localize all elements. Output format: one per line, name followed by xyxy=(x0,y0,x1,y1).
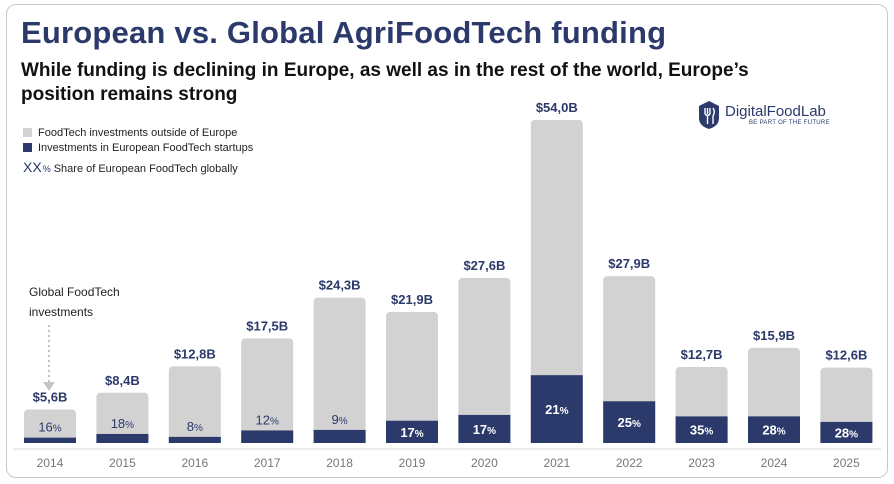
bar-outside-2017 xyxy=(241,338,294,443)
share-label-2017: 12% xyxy=(256,412,279,427)
x-tick-2017: 2017 xyxy=(254,456,281,470)
x-tick-2014: 2014 xyxy=(37,456,64,470)
x-tick-2021: 2021 xyxy=(543,456,570,470)
bar-outside-2014 xyxy=(24,409,76,443)
legend-item-share: XX % Share of European FoodTech globally xyxy=(23,159,253,175)
total-label-2022: $27,9B xyxy=(608,256,650,271)
x-tick-2015: 2015 xyxy=(109,456,136,470)
bar-europe-2024 xyxy=(748,416,800,443)
annotation-line-1: Global FoodTech xyxy=(29,285,120,299)
bar-europe-2014 xyxy=(24,437,76,443)
bar-europe-2022 xyxy=(603,401,656,443)
legend-share-xx: XX xyxy=(23,159,42,175)
legend-item-europe: Investments in European FoodTech startup… xyxy=(23,140,253,155)
share-label-2023: 35% xyxy=(690,423,713,438)
x-tick-2023: 2023 xyxy=(688,456,715,470)
share-label-2014: 16% xyxy=(38,420,61,435)
x-tick-2020: 2020 xyxy=(471,456,498,470)
chart-card: European vs. Global AgriFoodTech funding… xyxy=(6,4,888,478)
annotation-global: Global FoodTech investments xyxy=(29,282,120,322)
logo-tagline: BE PART OF THE FUTURE xyxy=(749,120,830,126)
bar-outside-2015 xyxy=(96,392,149,443)
share-label-2018: 9% xyxy=(332,412,348,427)
bar-outside-2019 xyxy=(386,312,438,443)
legend-label-europe: Investments in European FoodTech startup… xyxy=(38,141,254,154)
total-label-2016: $12,8B xyxy=(174,346,216,361)
share-label-2021: 21% xyxy=(545,402,568,417)
bar-outside-2018 xyxy=(313,297,366,443)
total-label-2018: $24,3B xyxy=(319,278,361,293)
fork-shield-icon xyxy=(699,101,719,129)
x-tick-2024: 2024 xyxy=(761,456,788,470)
page-title: European vs. Global AgriFoodTech funding xyxy=(21,15,667,50)
x-tick-2025: 2025 xyxy=(833,456,860,470)
share-label-2022: 25% xyxy=(618,415,641,430)
share-label-2024: 28% xyxy=(762,423,785,438)
bar-europe-2025 xyxy=(820,421,873,443)
logo-name: DigitalFoodLab xyxy=(725,103,826,120)
x-tick-2022: 2022 xyxy=(616,456,643,470)
bar-outside-2020 xyxy=(458,277,511,443)
x-tick-2019: 2019 xyxy=(399,456,426,470)
bar-chart: $5,6B 16% 2014 $8,4B 18% 2015 $12,8B 8% 2016 $17,… xyxy=(13,100,881,470)
bar-europe-2015 xyxy=(96,433,149,443)
total-label-2014: $5,6B xyxy=(33,390,68,405)
x-tick-2018: 2018 xyxy=(326,456,353,470)
total-label-2025: $12,6B xyxy=(825,348,867,363)
legend-label-outside: FoodTech investments outside of Europe xyxy=(38,126,238,139)
logo: DigitalFoodLab BE PART OF THE FUTURE xyxy=(697,100,830,130)
bar-europe-2017 xyxy=(241,430,294,443)
bar-europe-2018 xyxy=(313,429,366,443)
total-label-2015: $8,4B xyxy=(105,373,140,388)
bar-europe-2019 xyxy=(386,420,438,443)
total-label-2021: $54,0B xyxy=(536,100,578,115)
bar-outside-2021 xyxy=(530,120,583,443)
share-label-2015: 18% xyxy=(111,416,134,431)
legend-share-text: Share of European FoodTech globally xyxy=(53,163,238,175)
page-subtitle: While funding is declining in Europe, as… xyxy=(21,60,749,105)
total-label-2020: $27,6B xyxy=(463,258,505,273)
legend: FoodTech investments outside of Europe I… xyxy=(23,125,253,175)
bar-europe-2021 xyxy=(530,375,583,443)
share-label-2016: 8% xyxy=(187,419,203,434)
bar-europe-2020 xyxy=(458,414,511,443)
legend-swatch-outside xyxy=(23,128,32,137)
total-label-2023: $12,7B xyxy=(681,347,723,362)
legend-swatch-europe xyxy=(23,143,32,152)
annotation-line-2: investments xyxy=(29,305,94,319)
bar-europe-2016 xyxy=(168,436,221,443)
share-label-2019: 17% xyxy=(400,425,423,440)
legend-share-pct: % xyxy=(42,164,51,174)
share-label-2025: 28% xyxy=(835,425,858,440)
total-label-2017: $17,5B xyxy=(246,318,288,333)
share-label-2020: 17% xyxy=(473,422,496,437)
legend-item-outside: FoodTech investments outside of Europe xyxy=(23,125,253,140)
total-label-2024: $15,9B xyxy=(753,328,795,343)
total-label-2019: $21,9B xyxy=(391,292,433,307)
bar-outside-2016 xyxy=(168,366,221,443)
bar-europe-2023 xyxy=(675,416,728,443)
annotation-arrow-head xyxy=(43,382,55,391)
x-tick-2016: 2016 xyxy=(181,456,208,470)
